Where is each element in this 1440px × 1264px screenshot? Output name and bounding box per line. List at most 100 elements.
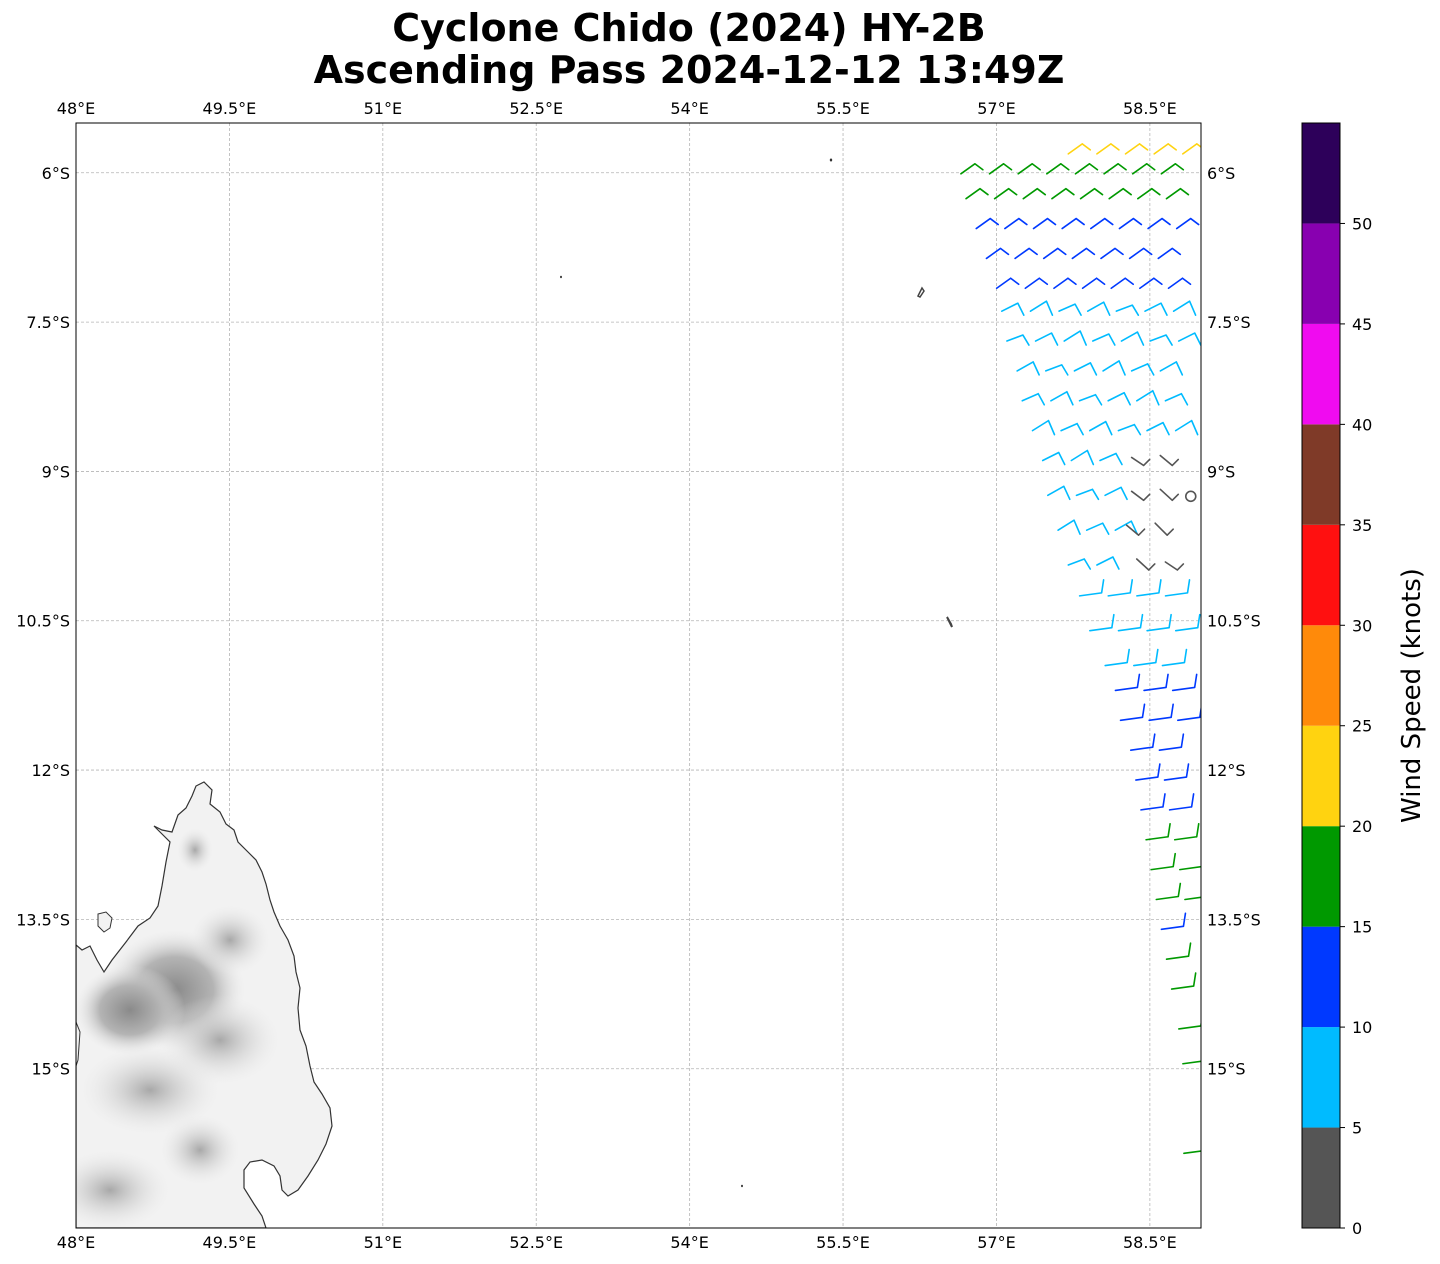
wind-barb bbox=[965, 187, 989, 200]
wind-barb bbox=[1057, 519, 1081, 535]
lat-tick-label-right: 12°S bbox=[1207, 761, 1246, 780]
lat-tick-label-left: 9°S bbox=[42, 462, 70, 481]
colorbar-tick-label: 35 bbox=[1352, 516, 1372, 535]
colorbar-bin bbox=[1302, 524, 1340, 626]
lat-tick-label-left: 15°S bbox=[31, 1060, 70, 1079]
wind-barb bbox=[1160, 162, 1185, 175]
wind-barb bbox=[1053, 277, 1077, 290]
wind-barb bbox=[1075, 488, 1100, 501]
wind-barb bbox=[1086, 301, 1111, 316]
wind-barb bbox=[1108, 187, 1132, 200]
wind-barb bbox=[1140, 793, 1166, 811]
wind-barb bbox=[1165, 187, 1190, 200]
wind-barb bbox=[1139, 277, 1163, 290]
wind-barb bbox=[1114, 673, 1141, 692]
island-islet bbox=[560, 275, 562, 279]
wind-barb bbox=[988, 162, 1013, 175]
lon-tick-label-top: 57°E bbox=[977, 99, 1015, 118]
wind-barb bbox=[1178, 1019, 1201, 1030]
wind-barb bbox=[1119, 703, 1146, 722]
wind-barb bbox=[1174, 419, 1199, 436]
graticule bbox=[76, 123, 1201, 1228]
wind-barb bbox=[1159, 361, 1184, 376]
lon-tick-label-bottom: 51°E bbox=[364, 1233, 402, 1252]
wind-barb bbox=[1146, 613, 1172, 632]
wind-barb bbox=[1117, 613, 1144, 632]
wind-barb bbox=[1089, 613, 1115, 632]
wind-barb bbox=[1168, 793, 1195, 811]
lat-tick-label-left: 6°S bbox=[42, 164, 70, 183]
wind-barb bbox=[1148, 703, 1174, 722]
wind-barb bbox=[1160, 912, 1187, 931]
wind-barb bbox=[1104, 486, 1128, 501]
colorbar-tick-label: 50 bbox=[1352, 214, 1372, 233]
wind-barb bbox=[1157, 247, 1182, 260]
colorbar-bin bbox=[1302, 424, 1340, 525]
wind-barb bbox=[1117, 423, 1142, 436]
wind-barb bbox=[1100, 247, 1124, 260]
wind-barb bbox=[1135, 558, 1156, 571]
colorbar-bin bbox=[1302, 123, 1340, 224]
wind-barb bbox=[1044, 364, 1069, 376]
wind-barb bbox=[1074, 162, 1099, 175]
wind-barb bbox=[1125, 524, 1146, 536]
wind-barb bbox=[1006, 334, 1030, 346]
colorbar-bin bbox=[1302, 1027, 1340, 1128]
wind-barb bbox=[1172, 300, 1197, 316]
wind-barb bbox=[1154, 522, 1174, 536]
colorbar-bin bbox=[1302, 625, 1340, 726]
wind-barb bbox=[1182, 143, 1201, 155]
colorbar-bin bbox=[1302, 1127, 1340, 1228]
wind-barb bbox=[1179, 865, 1201, 871]
lon-tick-label-bottom: 52.5°E bbox=[509, 1233, 563, 1252]
wind-barb bbox=[975, 217, 1000, 230]
wind-barb bbox=[1014, 247, 1038, 260]
wind-barb bbox=[1085, 522, 1110, 535]
colorbar-tick-label: 25 bbox=[1352, 717, 1372, 736]
wind-barb bbox=[1088, 420, 1113, 436]
wind-barb bbox=[1096, 556, 1120, 570]
wind-barb bbox=[1060, 422, 1084, 436]
wind-barb bbox=[1147, 217, 1171, 230]
wind-barb bbox=[1131, 162, 1156, 175]
wind-barb bbox=[1029, 300, 1054, 316]
wind-barb bbox=[1063, 330, 1087, 346]
wind-barb bbox=[1046, 162, 1070, 175]
lon-tick-label-top: 55.5°E bbox=[816, 99, 870, 118]
lat-tick-label-right: 9°S bbox=[1207, 462, 1235, 481]
wind-barb bbox=[1135, 763, 1161, 781]
lat-tick-label-right: 7.5°S bbox=[1207, 313, 1251, 332]
colorbar-tick-label: 15 bbox=[1352, 918, 1372, 937]
lon-tick-label-top: 48°E bbox=[57, 99, 95, 118]
wind-barb bbox=[1175, 217, 1200, 230]
colorbar-label: Wind Speed (knots) bbox=[1397, 568, 1427, 823]
wind-barb bbox=[1130, 363, 1155, 376]
wind-barb bbox=[1079, 187, 1104, 200]
lat-tick-label-left: 13.5°S bbox=[16, 910, 70, 929]
wind-barb bbox=[1017, 162, 1041, 175]
wind-barb bbox=[1158, 733, 1185, 751]
wind-barb bbox=[1104, 648, 1130, 667]
wind-barb bbox=[1070, 449, 1095, 466]
lon-tick-label-top: 52.5°E bbox=[509, 99, 563, 118]
wind-barb bbox=[995, 277, 1020, 290]
wind-barb bbox=[1164, 392, 1189, 406]
wind-barb bbox=[1150, 852, 1176, 871]
wind-barb bbox=[1032, 217, 1057, 230]
wind-barb bbox=[1051, 187, 1075, 200]
lat-tick-label-left: 12°S bbox=[31, 761, 70, 780]
wind-barb bbox=[1078, 393, 1103, 406]
wind-barb bbox=[1136, 389, 1160, 406]
wind-barb bbox=[1165, 942, 1192, 961]
wind-barb bbox=[1073, 362, 1098, 376]
wind-barb bbox=[1144, 302, 1168, 316]
wind-barb bbox=[1143, 673, 1169, 692]
wind-barb bbox=[1042, 247, 1067, 260]
wind-barb bbox=[1115, 304, 1140, 316]
wind-barb bbox=[1034, 332, 1059, 346]
wind-barb bbox=[1041, 451, 1066, 466]
lat-tick-label-right: 10.5°S bbox=[1207, 612, 1261, 631]
wind-barb bbox=[1001, 302, 1025, 316]
lat-tick-label-right: 6°S bbox=[1207, 164, 1235, 183]
